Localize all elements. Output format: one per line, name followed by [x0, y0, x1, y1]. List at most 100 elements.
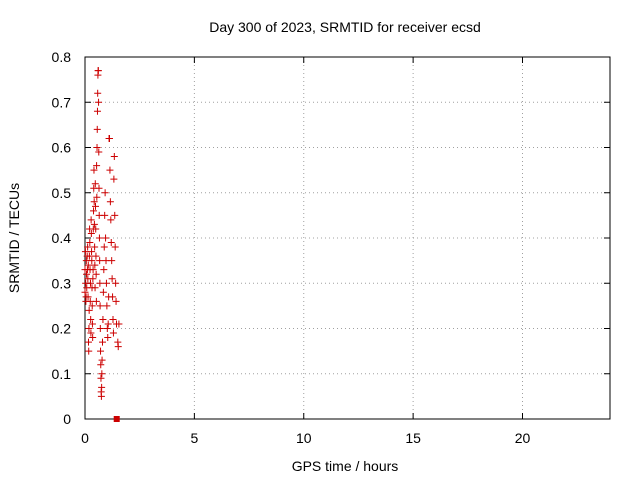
data-point	[91, 261, 99, 269]
data-point	[96, 325, 104, 332]
data-point	[108, 275, 116, 283]
data-point	[107, 239, 115, 247]
data-point	[115, 320, 123, 328]
data-point	[108, 257, 116, 265]
data-point	[81, 248, 89, 256]
data-point	[95, 184, 103, 192]
data-point-square	[113, 416, 120, 422]
data-point	[88, 320, 96, 328]
data-point	[84, 261, 92, 269]
data-point	[93, 162, 101, 170]
y-tick-label: 0.5	[52, 185, 72, 201]
data-point	[92, 270, 100, 278]
data-point	[94, 89, 102, 97]
data-point	[89, 275, 97, 283]
y-tick-label: 0.7	[52, 94, 72, 110]
data-point	[91, 284, 99, 292]
data-point	[102, 279, 110, 287]
data-point	[85, 338, 92, 346]
chart-title: Day 300 of 2023, SRMTID for receiver ecs…	[209, 19, 481, 35]
data-point	[89, 334, 97, 342]
x-axis: 0 5 10 15 20	[81, 57, 530, 446]
data-point	[101, 211, 109, 219]
grid	[85, 57, 610, 419]
y-axis: 0 0.1 0.2 0.3 0.4 0.5 0.6 0.7 0.8	[52, 49, 610, 427]
data-point	[114, 343, 122, 351]
data-point	[92, 225, 100, 233]
data-point	[88, 248, 96, 256]
data-point	[102, 234, 110, 242]
data-point	[92, 252, 100, 260]
data-point	[93, 144, 101, 151]
data-point	[99, 315, 107, 323]
x-tick-label: 20	[515, 430, 531, 446]
data-point	[85, 252, 93, 260]
x-tick-label: 15	[405, 430, 421, 446]
data-point	[98, 370, 106, 378]
data-point	[89, 266, 97, 274]
data-point	[98, 383, 106, 391]
data-point	[87, 329, 95, 337]
data-point	[95, 148, 103, 156]
data-points	[81, 67, 123, 422]
data-point	[96, 302, 104, 310]
y-tick-label: 0	[63, 411, 71, 427]
data-point	[95, 98, 103, 106]
x-tick-label: 0	[81, 430, 89, 446]
data-point	[104, 320, 112, 328]
data-point	[85, 347, 93, 355]
data-point	[97, 392, 105, 400]
data-point	[93, 125, 101, 133]
data-point	[111, 243, 119, 251]
data-point	[100, 266, 108, 274]
data-point	[96, 279, 104, 287]
x-tick-label: 10	[296, 430, 312, 446]
data-point	[86, 279, 94, 287]
data-point	[81, 288, 89, 296]
y-tick-label: 0.2	[52, 321, 72, 337]
data-point	[90, 198, 98, 206]
data-point	[97, 347, 105, 355]
data-point	[106, 134, 113, 142]
data-point	[103, 325, 111, 332]
data-point	[90, 166, 98, 174]
data-point	[88, 257, 96, 265]
data-point	[90, 220, 98, 228]
y-tick-label: 0.6	[52, 140, 72, 156]
data-point	[97, 361, 105, 369]
data-point	[87, 216, 95, 224]
data-point	[112, 279, 120, 287]
data-point	[107, 216, 115, 224]
data-point	[99, 338, 106, 346]
y-tick-label: 0.8	[52, 49, 72, 65]
plot-area-frame	[84, 56, 611, 420]
data-point	[109, 293, 117, 301]
data-point	[96, 257, 104, 265]
data-point	[99, 288, 107, 296]
data-point	[85, 306, 93, 314]
data-point	[84, 243, 92, 251]
y-tick-label: 0.4	[52, 230, 72, 246]
data-point	[90, 207, 98, 215]
data-point	[85, 325, 93, 332]
data-point	[109, 315, 117, 323]
data-point	[100, 243, 108, 251]
data-point	[110, 175, 118, 183]
data-point	[106, 166, 114, 174]
data-point	[97, 374, 105, 382]
y-axis-label: SRMTID / TECUs	[6, 183, 22, 293]
data-point	[104, 334, 112, 342]
data-point	[101, 189, 109, 197]
data-point	[93, 107, 101, 115]
y-tick-label: 0.3	[52, 275, 72, 291]
data-point	[88, 302, 96, 310]
data-point	[112, 297, 120, 305]
x-axis-label: GPS time / hours	[292, 458, 399, 474]
data-point	[92, 202, 99, 210]
data-point	[93, 193, 101, 201]
data-point	[83, 270, 91, 278]
data-point	[106, 198, 114, 206]
data-point	[86, 239, 94, 247]
data-point	[87, 229, 95, 237]
